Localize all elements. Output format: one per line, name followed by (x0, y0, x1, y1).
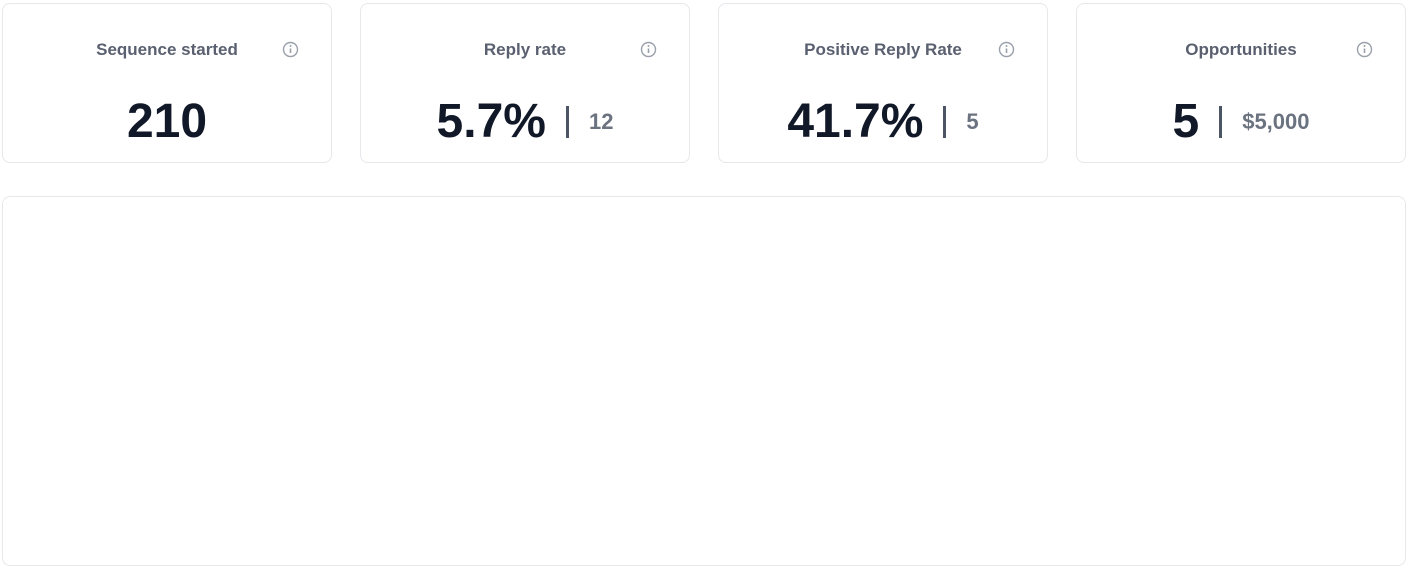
stat-card: Reply rate 5.7% 12 (360, 3, 690, 163)
card-title: Sequence started (96, 40, 238, 59)
card-title: Positive Reply Rate (804, 40, 962, 59)
card-values: 41.7% 5 (719, 94, 1047, 149)
separator (565, 105, 569, 138)
info-glyph (640, 41, 657, 58)
chart-panel (2, 196, 1406, 566)
card-title: Reply rate (483, 40, 567, 59)
card-secondary: 12 (588, 108, 614, 134)
stat-card: Opportunities 5 $5,000 (1076, 3, 1406, 163)
info-icon[interactable] (1356, 41, 1373, 63)
card-values: 5 $5,000 (1077, 94, 1405, 149)
card-title: Opportunities (1185, 40, 1297, 59)
info-icon[interactable] (640, 41, 657, 63)
card-value: 5.7% (436, 95, 546, 148)
card-values: 210 (3, 94, 331, 149)
card-value: 5 (1172, 95, 1200, 148)
info-glyph (1356, 41, 1373, 58)
stat-card: Positive Reply Rate 41.7% 5 (718, 3, 1048, 163)
card-values: 5.7% 12 (361, 94, 689, 149)
card-secondary: 5 (966, 108, 979, 134)
card-value: 41.7% (787, 95, 924, 148)
card-secondary: $5,000 (1242, 108, 1310, 134)
card-value: 210 (126, 95, 208, 148)
info-icon[interactable] (998, 41, 1015, 63)
info-glyph (998, 41, 1015, 58)
separator (943, 105, 947, 138)
separator (1219, 105, 1223, 138)
